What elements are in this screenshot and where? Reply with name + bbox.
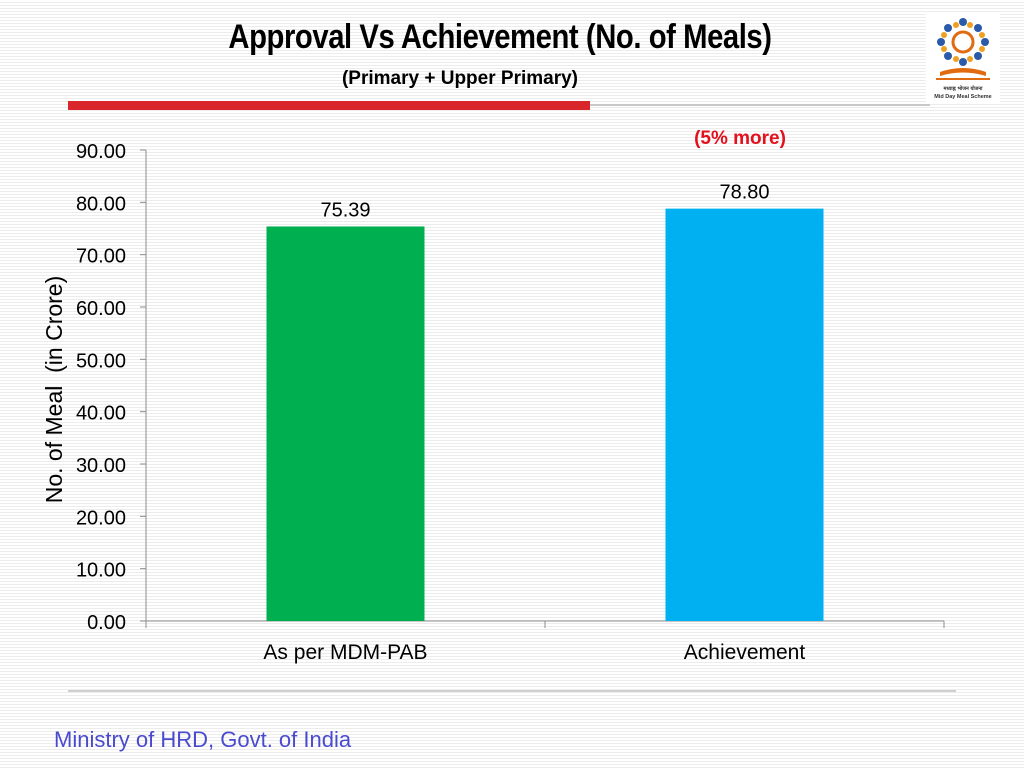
bar-chart: 0.00 10.00 20.00 30.00 40.00 50.00 60.00 70.00 8… xyxy=(41,141,945,664)
y-tick-label: 60.00 xyxy=(76,298,126,320)
title-underline-gray xyxy=(590,104,930,106)
y-axis: 0.00 10.00 20.00 30.00 40.00 50.00 60.00 70.00 8… xyxy=(76,141,147,634)
y-axis-label: No. of Meal (in Crore) xyxy=(41,276,67,504)
y-tick-label: 50.00 xyxy=(76,350,126,372)
bar-2 xyxy=(665,208,824,621)
mid-day-meal-logo: मध्याह्न भोजन योजना Mid Day Meal Scheme xyxy=(926,14,1000,104)
y-tick-label: 0.00 xyxy=(87,612,126,634)
bar-value-label: 75.39 xyxy=(320,199,370,221)
slide-subtitle: (Primary + Upper Primary) xyxy=(341,68,578,89)
y-tick-label: 70.00 xyxy=(76,246,126,268)
x-axis: As per MDM-PAB Achievement xyxy=(145,620,945,664)
bars: 75.39 78.80 xyxy=(266,182,824,622)
increase-annotation: (5% more) xyxy=(694,128,786,149)
y-tick-label: 40.00 xyxy=(76,403,126,425)
x-category-label: As per MDM-PAB xyxy=(263,641,427,664)
bar-value-label: 78.80 xyxy=(719,182,769,204)
y-tick-label: 10.00 xyxy=(76,560,126,582)
y-tick-label: 80.00 xyxy=(76,193,126,215)
mid-day-meal-logo-icon: मध्याह्न भोजन योजना Mid Day Meal Scheme xyxy=(934,18,992,100)
logo-caption-hindi: मध्याह्न भोजन योजना xyxy=(943,85,984,92)
slide-title: Approval Vs Achievement (No. of Meals) xyxy=(228,18,772,56)
y-tick-label: 30.00 xyxy=(76,455,126,477)
footer-text: Ministry of HRD, Govt. of India xyxy=(54,727,352,752)
y-tick-label: 90.00 xyxy=(76,141,126,163)
bar-1 xyxy=(266,226,425,622)
footer-divider xyxy=(68,690,956,692)
title-underline-red xyxy=(68,101,590,110)
x-category-label: Achievement xyxy=(684,641,806,664)
logo-caption: Mid Day Meal Scheme xyxy=(934,94,991,100)
y-tick-label: 20.00 xyxy=(76,507,126,529)
